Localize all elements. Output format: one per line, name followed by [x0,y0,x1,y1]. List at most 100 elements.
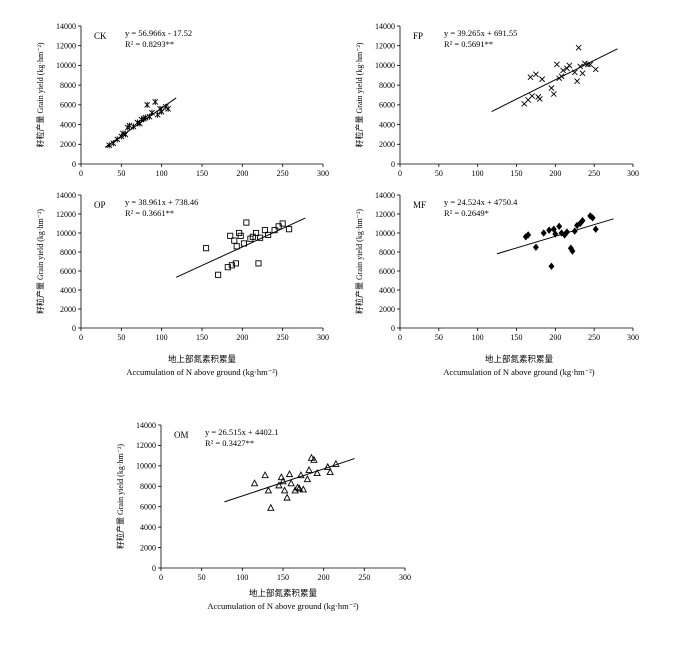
data-point-om [287,479,295,487]
data-point-fp [592,66,599,73]
x-axis-label-cn-bottom: 地上部氮素积累量 [249,588,318,598]
x-tick-label: 0 [398,333,402,342]
data-point-op [257,234,264,241]
chart-panel-op: 0 2000 4000 6000 8000 10000 12000 14000 0 50 100 15… [35,191,329,342]
x-axis-label-en-right: Accumulation of N above ground (kg·hm⁻²) [443,367,594,377]
data-point-om [305,465,313,473]
r-squared-fp: R² = 0.5691** [444,39,493,49]
x-tick-label: 200 [236,333,248,342]
regression-equation-om: y = 26.515x + 4402.1 [205,427,278,437]
y-tick-label: 6000 [60,267,76,276]
data-point-fp [574,78,580,85]
trend-line-op [175,217,306,278]
y-tick-label: 10000 [375,229,395,238]
r-squared-om: R² = 0.3427** [205,438,254,448]
y-tick-label: 10000 [136,462,156,471]
x-tick-label: 100 [472,169,484,178]
x-tick-label: 50 [435,169,443,178]
data-point-fp [585,61,591,68]
x-tick-label: 250 [277,333,289,342]
data-point-om [332,459,340,467]
data-point-mf [563,228,570,236]
y-tick-label: 10000 [56,229,76,238]
data-point-om [326,468,334,476]
y-tick-label: 2000 [379,140,395,149]
data-point-mf [571,227,578,235]
x-tick-label: 150 [511,169,523,178]
data-point-fp [550,91,557,97]
x-tick-label: 150 [277,573,289,582]
x-tick-label: 250 [588,333,600,342]
chart-panel-mf: 0 2000 4000 6000 8000 10000 12000 14000 0 50 100 15… [354,191,639,342]
x-tick-label: 250 [588,169,600,178]
data-point-om [303,475,312,483]
x-tick-label: 0 [398,169,402,178]
x-axis-label-cn-middle: 地上部氮素积累量 [168,354,237,364]
y-tick-label: 4000 [60,286,76,295]
data-point-op [231,237,238,244]
data-point-om [277,473,286,481]
data-point-fp [536,96,543,102]
y-tick-label: 12000 [375,210,395,219]
panel-label-ck: CK [94,31,107,41]
data-point-fp [548,85,555,92]
r-squared-ck: R² = 0.8293** [125,39,174,49]
regression-equation-op: y = 38.961x + 738.46 [125,197,198,207]
x-tick-label: 50 [435,333,443,342]
x-axis-label-cn-right: 地上部氮素积累量 [485,354,554,364]
data-point-op [286,226,293,233]
y-axis-label-ck: 籽粒产量 Grain yield (kg·hm⁻²) [35,42,45,147]
y-tick-label: 8000 [379,248,395,257]
data-point-op [240,240,247,247]
y-tick-label: 0 [391,160,395,169]
x-tick-label: 200 [236,169,248,178]
data-point-mf [569,247,576,255]
y-tick-label: 8000 [60,81,76,90]
x-tick-label: 100 [236,573,248,582]
x-tick-label: 250 [358,573,370,582]
r-squared-mf: R² = 0.2649* [444,208,489,218]
y-tick-label: 0 [72,160,76,169]
data-point-ck [152,98,159,105]
panel-label-fp: FP [413,31,423,41]
data-point-mf [548,262,555,270]
data-point-om [297,471,305,479]
data-point-ck [146,113,153,120]
panel-label-om: OM [174,430,189,440]
y-tick-label: 4000 [379,286,395,295]
data-point-om [323,462,332,470]
data-point-fp [571,69,578,76]
x-tick-label: 300 [399,573,411,582]
y-tick-label: 8000 [140,482,156,491]
data-point-fp [529,93,535,99]
data-point-om [313,469,321,477]
y-tick-label: 2000 [379,305,395,314]
x-tick-label: 100 [156,169,168,178]
y-tick-label: 4000 [379,120,395,129]
y-tick-label: 4000 [60,120,76,129]
r-squared-op: R² = 0.3661** [125,208,174,218]
data-point-om [293,483,302,491]
x-tick-label: 0 [159,573,163,582]
y-tick-label: 8000 [379,81,395,90]
y-tick-label: 0 [72,324,76,333]
y-tick-label: 6000 [379,101,395,110]
y-tick-label: 2000 [140,543,156,552]
data-point-fp [532,71,539,78]
data-point-op [224,264,231,271]
x-tick-label: 150 [511,333,523,342]
data-point-mf [525,231,532,239]
data-point-fp [558,73,565,80]
data-point-om [275,481,283,489]
x-tick-label: 150 [196,333,208,342]
data-point-om [299,485,308,493]
data-point-om [295,484,304,492]
y-axis-label-mf: 籽粒产量 Grain yield (kg·hm⁻²) [354,209,364,314]
x-tick-label: 200 [318,573,330,582]
x-tick-label: 300 [627,169,639,178]
y-tick-label: 2000 [60,140,76,149]
data-point-op [279,220,286,227]
y-tick-label: 8000 [60,248,76,257]
y-tick-label: 6000 [379,267,395,276]
